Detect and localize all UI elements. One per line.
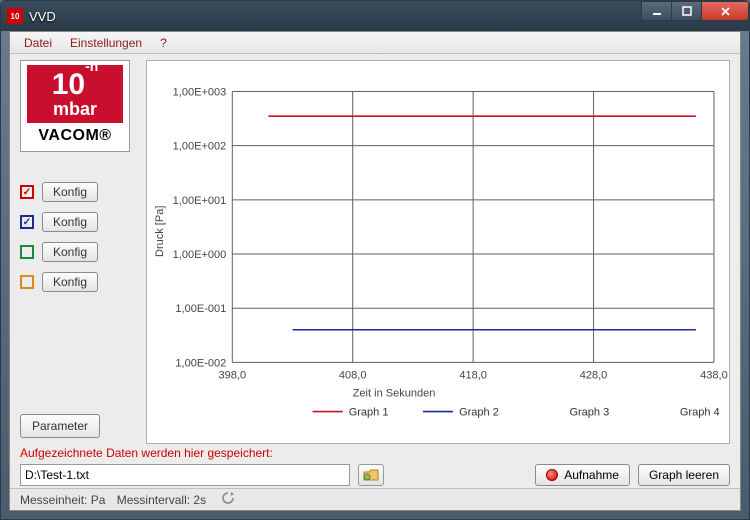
konfig-checkbox[interactable] xyxy=(20,275,34,289)
close-icon xyxy=(720,6,731,17)
maximize-icon xyxy=(682,6,692,16)
svg-text:1,00E+003: 1,00E+003 xyxy=(173,86,227,98)
konfig-button[interactable]: Konfig xyxy=(42,212,98,232)
clear-graph-button[interactable]: Graph leeren xyxy=(638,464,730,486)
path-row: Aufnahme Graph leeren xyxy=(20,464,730,486)
status-interval: Messintervall: 2s xyxy=(117,493,206,507)
svg-text:1,00E-002: 1,00E-002 xyxy=(175,357,226,369)
svg-text:438,0: 438,0 xyxy=(700,369,728,381)
logo-mbar: mbar xyxy=(53,100,97,118)
svg-text:408,0: 408,0 xyxy=(339,369,367,381)
app-icon: 10 xyxy=(7,8,23,24)
svg-text:Graph 2: Graph 2 xyxy=(459,407,499,419)
logo: 10-n mbar VACOM® xyxy=(20,60,130,152)
svg-text:Druck [Pa]: Druck [Pa] xyxy=(154,206,166,257)
status-unit: Messeinheit: Pa xyxy=(20,493,105,507)
menu-datei[interactable]: Datei xyxy=(16,34,60,52)
svg-text:398,0: 398,0 xyxy=(219,369,247,381)
parameter-button[interactable]: Parameter xyxy=(20,414,100,438)
konfig-row: ✓ Konfig xyxy=(20,182,98,202)
svg-text:Zeit in Sekunden: Zeit in Sekunden xyxy=(353,387,436,399)
chart-area: 1,00E-002 1,00E-001 1,00E+000 1,00E+001 1,00… xyxy=(146,60,730,444)
folder-icon xyxy=(363,468,379,482)
konfig-button[interactable]: Konfig xyxy=(42,272,98,292)
svg-text:428,0: 428,0 xyxy=(580,369,608,381)
statusbar: Messeinheit: Pa Messintervall: 2s xyxy=(10,488,740,510)
recorded-label: Aufgezeichnete Daten werden hier gespeic… xyxy=(20,446,730,460)
konfig-checkbox[interactable]: ✓ xyxy=(20,215,34,229)
record-icon xyxy=(546,469,558,481)
konfig-row: ✓ Konfig xyxy=(20,212,98,232)
konfig-button[interactable]: Konfig xyxy=(42,182,98,202)
browse-button[interactable] xyxy=(358,464,384,486)
svg-text:Graph 1: Graph 1 xyxy=(349,407,389,419)
konfig-checkbox[interactable] xyxy=(20,245,34,259)
client-area: Datei Einstellungen ? 10-n mbar VACOM® ✓… xyxy=(9,31,741,511)
svg-text:1,00E-001: 1,00E-001 xyxy=(175,303,226,315)
maximize-button[interactable] xyxy=(671,1,701,21)
close-button[interactable] xyxy=(701,1,749,21)
menu-help[interactable]: ? xyxy=(152,34,175,52)
bottom-area: Aufgezeichnete Daten werden hier gespeic… xyxy=(10,444,740,488)
window-title: VVD xyxy=(29,9,56,24)
minimize-icon xyxy=(652,6,662,16)
window-controls xyxy=(641,1,749,21)
logo-red: 10-n mbar xyxy=(27,65,123,123)
chart-svg: 1,00E-002 1,00E-001 1,00E+000 1,00E+001 1,00… xyxy=(147,61,729,443)
svg-text:1,00E+000: 1,00E+000 xyxy=(173,249,227,261)
app-window: 10 VVD Datei Einstellungen ? 10-n xyxy=(0,0,750,520)
logo-ten: 10 xyxy=(52,68,85,101)
logo-exp: -n xyxy=(85,58,98,74)
konfig-list: ✓ Konfig ✓ Konfig Konfig Konfig xyxy=(20,182,98,292)
svg-text:418,0: 418,0 xyxy=(459,369,487,381)
left-column: 10-n mbar VACOM® ✓ Konfig ✓ Konfig Konfig Kon… xyxy=(20,60,140,444)
konfig-checkbox[interactable]: ✓ xyxy=(20,185,34,199)
record-button[interactable]: Aufnahme xyxy=(535,464,630,486)
content: 10-n mbar VACOM® ✓ Konfig ✓ Konfig Konfig Kon… xyxy=(10,54,740,444)
svg-text:Graph 4: Graph 4 xyxy=(680,407,720,419)
titlebar[interactable]: 10 VVD xyxy=(1,1,749,31)
minimize-button[interactable] xyxy=(641,1,671,21)
konfig-button[interactable]: Konfig xyxy=(42,242,98,262)
konfig-row: Konfig xyxy=(20,242,98,262)
menubar: Datei Einstellungen ? xyxy=(10,32,740,54)
svg-text:1,00E+002: 1,00E+002 xyxy=(173,141,227,153)
konfig-row: Konfig xyxy=(20,272,98,292)
svg-text:1,00E+001: 1,00E+001 xyxy=(173,195,227,207)
logo-brand: VACOM® xyxy=(38,127,111,145)
refresh-icon[interactable] xyxy=(221,491,235,508)
svg-text:Graph 3: Graph 3 xyxy=(569,407,609,419)
menu-einstellungen[interactable]: Einstellungen xyxy=(62,34,150,52)
path-input[interactable] xyxy=(20,464,350,486)
record-label: Aufnahme xyxy=(564,468,619,482)
